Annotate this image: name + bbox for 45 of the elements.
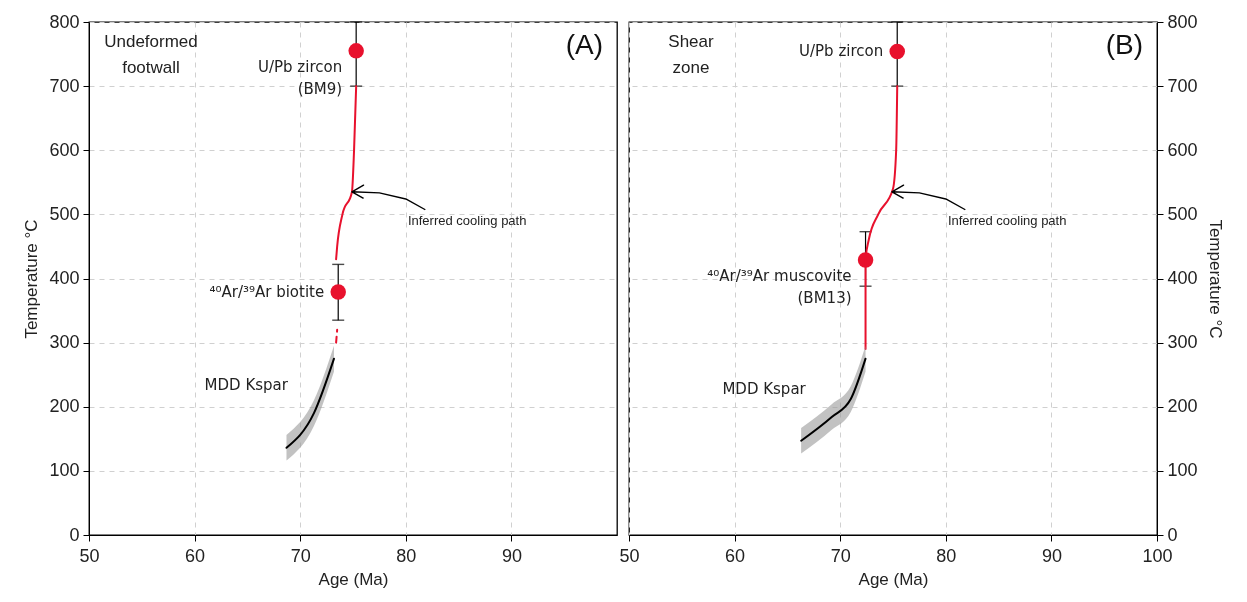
chart-title: (B) [1105, 29, 1143, 60]
text: Undeformed footwall [104, 32, 198, 77]
y-tick-label: 600 [1167, 139, 1198, 160]
x-axis-title: Age (Ma) [858, 569, 929, 589]
y-tick-label: 500 [49, 203, 80, 224]
x-tick-label: 60 [185, 545, 206, 566]
y-tick-label: 400 [49, 268, 80, 288]
x-tick-label: 70 [290, 545, 311, 566]
y-tick-label: 100 [1167, 460, 1198, 481]
y-tick-label: 100 [49, 460, 80, 481]
y-tick-label: 200 [49, 396, 80, 417]
y-tick-label: 400 [1167, 268, 1198, 288]
y-tick-label: 300 [1167, 332, 1198, 353]
y-tick-label: 0 [69, 524, 80, 545]
annotation: Inferred cooling path [947, 213, 1067, 229]
x-axis-title: Age (Ma) [318, 569, 389, 589]
series-label: ⁴⁰Ar/³⁹Ar muscovite (BM13) [707, 266, 852, 307]
x-tick-label: 100 [1142, 545, 1173, 566]
x-tick-label: 70 [830, 545, 851, 566]
series-label: U/Pb zircon [799, 42, 884, 61]
y-tick-label: 500 [1167, 203, 1198, 224]
x-tick-label: 90 [501, 545, 522, 566]
x-tick-label: 80 [396, 545, 417, 566]
annotation: Inferred cooling path [407, 213, 527, 229]
y-tick-label: 800 [1167, 11, 1198, 32]
chart-title: (A) [565, 29, 603, 60]
x-tick-label: 60 [725, 545, 746, 566]
y-tick-label: 600 [49, 139, 80, 160]
text: MDD Kspar [722, 380, 807, 399]
y-tick-label: 700 [49, 75, 80, 96]
y-axis-title: Temperature °C [1205, 219, 1225, 339]
x-tick-label: 90 [1041, 545, 1062, 566]
x-tick-label: 50 [619, 545, 640, 566]
x-tick-label: 80 [936, 545, 957, 566]
y-axis-title: Temperature °C [22, 219, 42, 339]
series-label: ⁴⁰Ar/³⁹Ar biotite [209, 282, 325, 301]
text: Shear zone [668, 32, 715, 77]
x-tick-label: 50 [79, 545, 100, 566]
y-tick-label: 0 [1167, 524, 1178, 545]
y-tick-label: 800 [49, 11, 80, 32]
y-tick-label: 300 [49, 332, 80, 353]
series-label: U/Pb zircon (BM9) [257, 57, 343, 98]
y-tick-label: 700 [1167, 75, 1198, 96]
text: MDD Kspar [204, 376, 289, 395]
y-tick-label: 200 [1167, 396, 1198, 417]
